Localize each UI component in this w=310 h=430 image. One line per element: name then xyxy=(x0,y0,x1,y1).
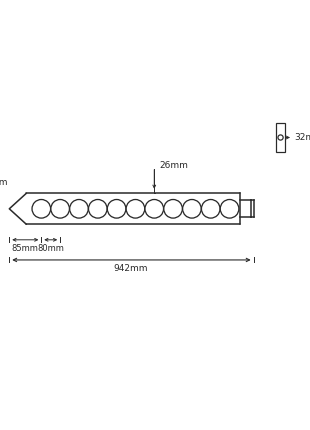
Circle shape xyxy=(70,200,88,218)
Text: 26mm: 26mm xyxy=(159,161,188,170)
Text: mm: mm xyxy=(0,178,8,187)
Circle shape xyxy=(220,200,239,218)
Circle shape xyxy=(145,200,164,218)
Text: 85mm: 85mm xyxy=(12,243,39,252)
Circle shape xyxy=(107,200,126,218)
Circle shape xyxy=(183,200,201,218)
Circle shape xyxy=(164,200,182,218)
Text: 80mm: 80mm xyxy=(37,243,64,252)
Circle shape xyxy=(88,200,107,218)
Text: 942mm: 942mm xyxy=(113,264,148,273)
Bar xyxy=(276,123,285,152)
Circle shape xyxy=(51,200,69,218)
Circle shape xyxy=(32,200,51,218)
Circle shape xyxy=(126,200,145,218)
Circle shape xyxy=(202,200,220,218)
Circle shape xyxy=(278,135,283,140)
Text: 32mm: 32mm xyxy=(294,133,310,142)
